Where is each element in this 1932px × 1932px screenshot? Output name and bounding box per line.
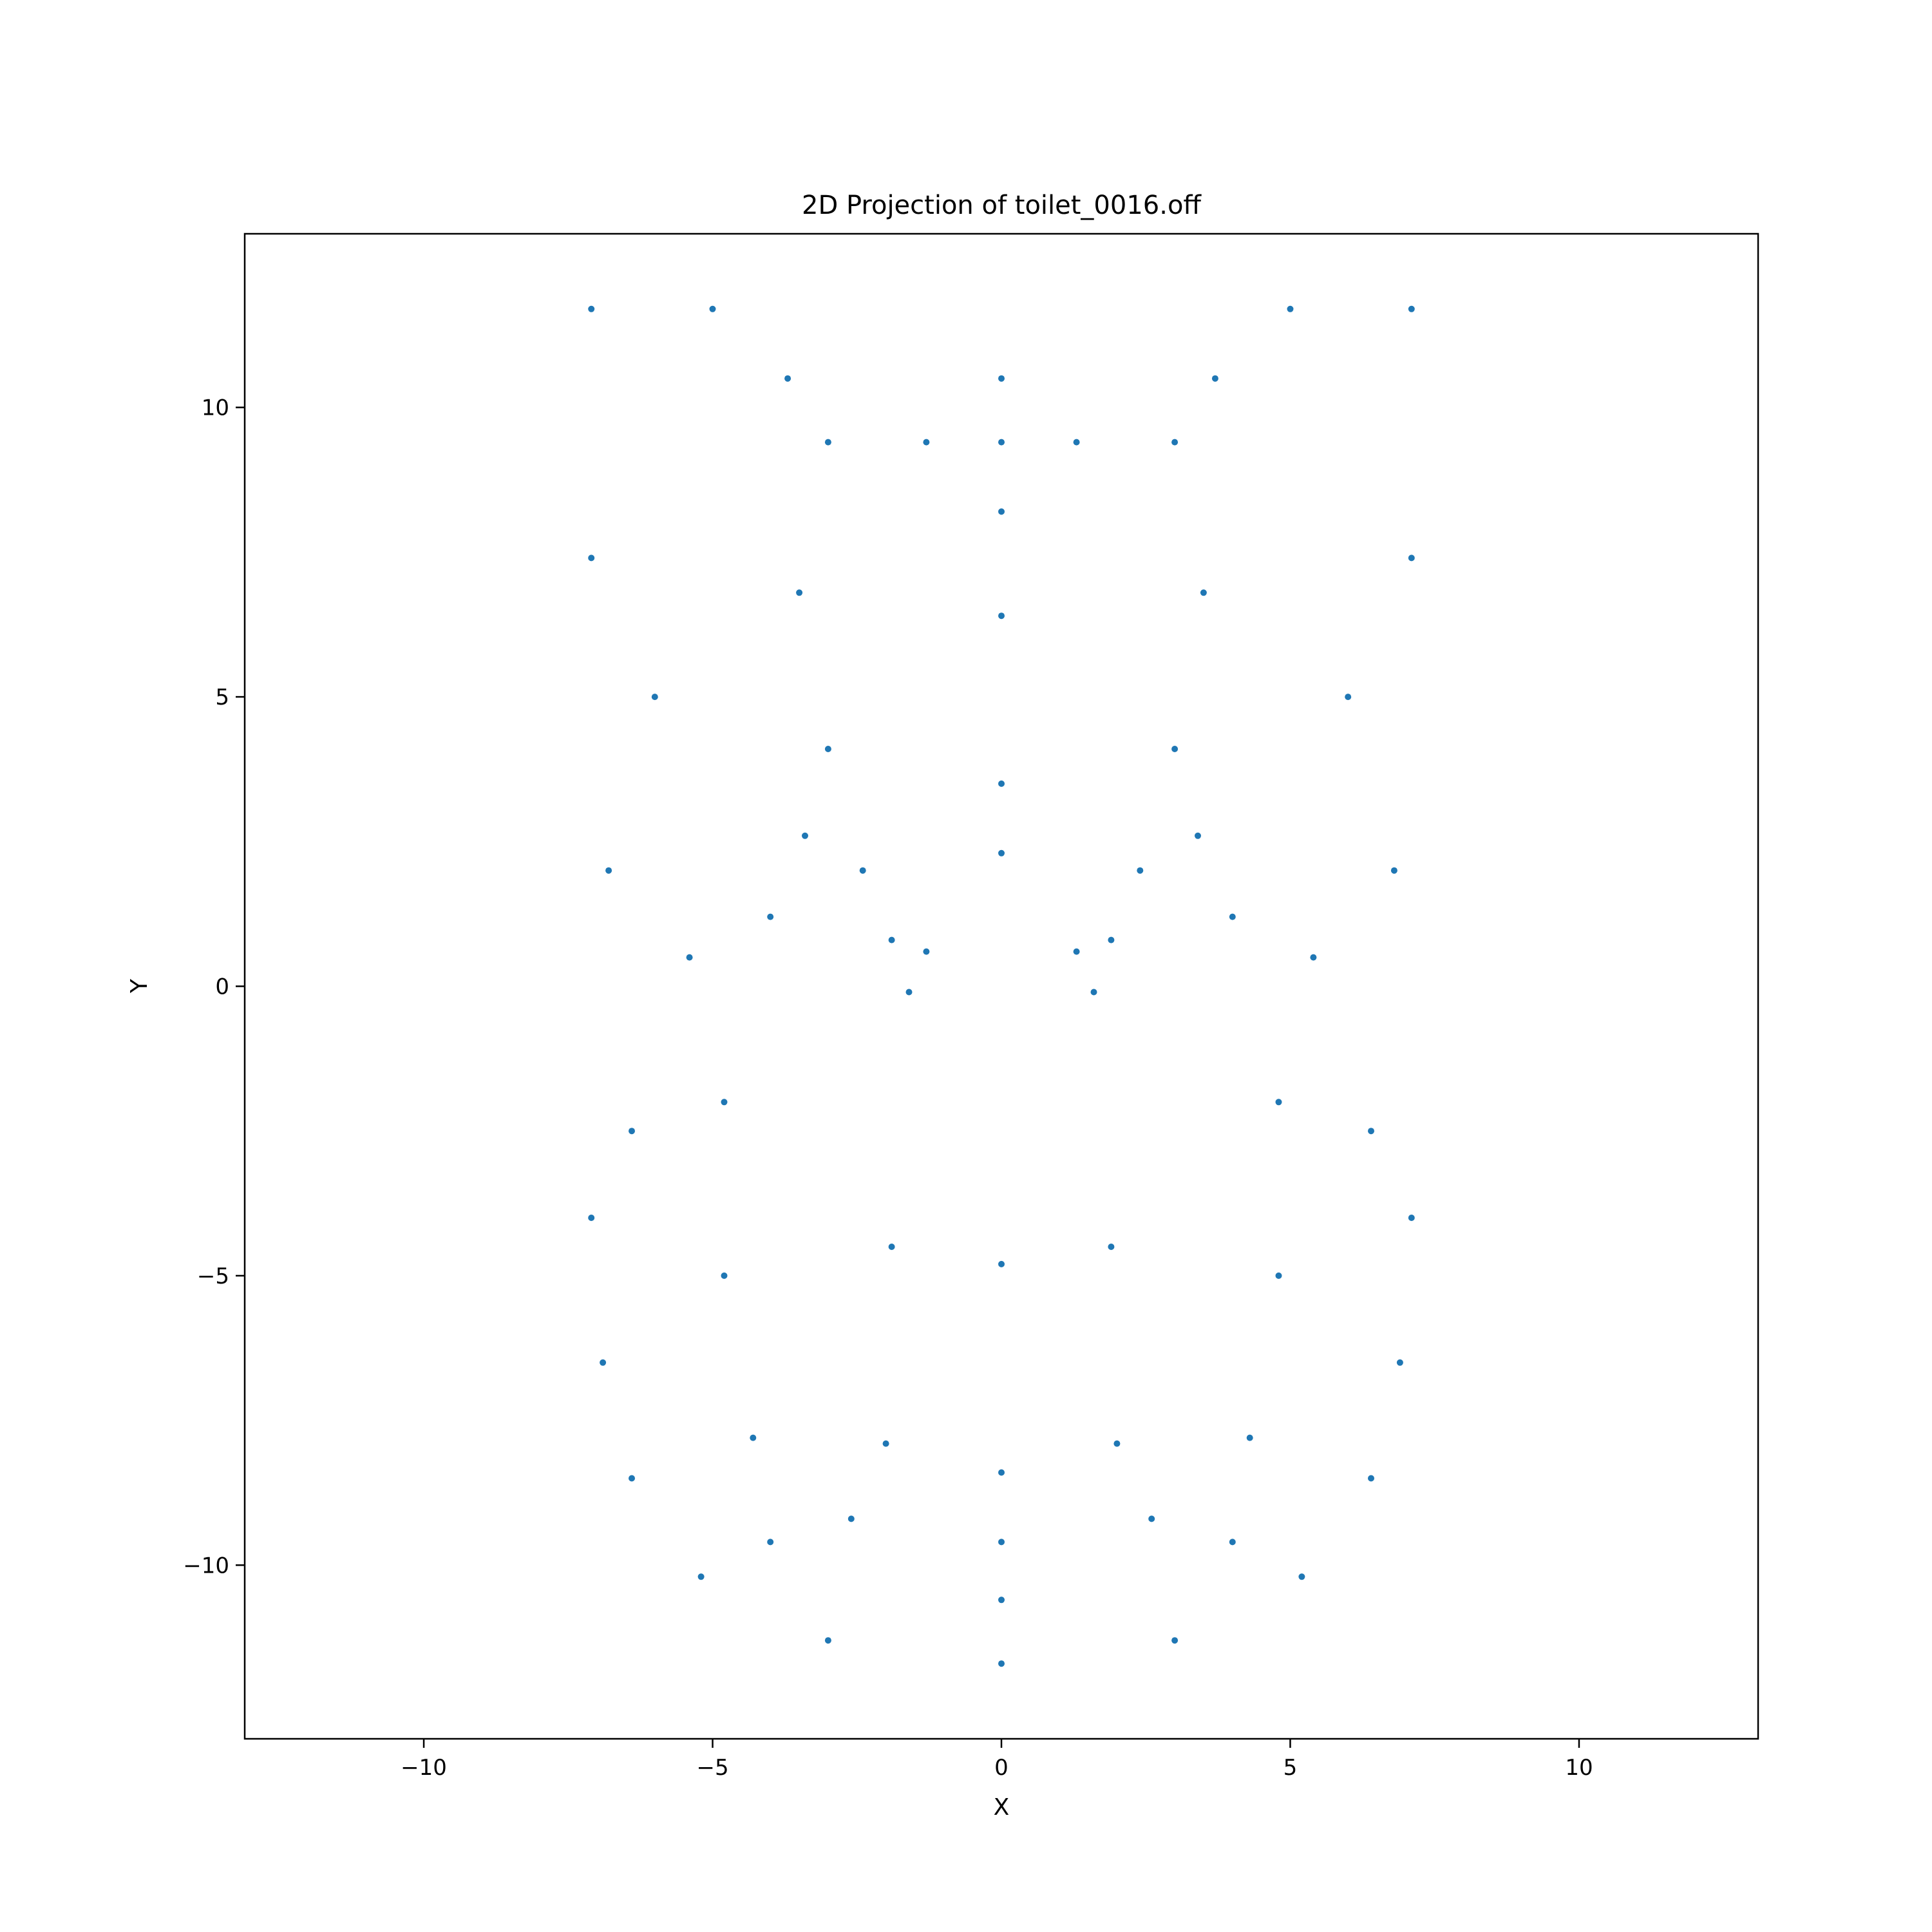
data-point	[998, 849, 1005, 857]
data-point	[998, 780, 1005, 787]
data-point	[1108, 1244, 1115, 1250]
data-point	[1298, 1573, 1305, 1580]
y-tick-label: 5	[215, 685, 229, 710]
data-point	[998, 1260, 1005, 1267]
data-point	[888, 936, 895, 943]
x-tick-label: −5	[696, 1755, 728, 1781]
data-point	[767, 1539, 774, 1546]
data-point	[629, 1475, 635, 1482]
data-point	[882, 1440, 889, 1447]
data-point	[998, 1539, 1005, 1546]
data-point	[1275, 1272, 1282, 1279]
y-tick-label: 0	[215, 974, 229, 1000]
y-tick-label: −5	[197, 1264, 229, 1289]
x-tick-label: 10	[1565, 1755, 1593, 1781]
x-ticks: −10 −5 0 5 10	[401, 1739, 1593, 1781]
data-point	[998, 1660, 1005, 1667]
data-point	[1171, 1637, 1179, 1644]
data-point	[998, 1596, 1005, 1604]
data-point	[1368, 1475, 1374, 1482]
points-layer	[588, 305, 1415, 1667]
data-point	[1108, 936, 1115, 943]
data-point	[859, 867, 866, 874]
data-point	[1229, 1539, 1236, 1546]
data-point	[767, 913, 774, 920]
data-point	[1211, 375, 1218, 382]
data-point	[588, 1215, 595, 1221]
data-point	[784, 375, 791, 382]
data-point	[1073, 948, 1080, 955]
data-point	[721, 1099, 728, 1106]
data-point	[1148, 1515, 1155, 1522]
data-point	[709, 305, 716, 312]
data-point	[600, 1359, 607, 1366]
data-point	[1171, 439, 1179, 446]
x-tick-label: 0	[994, 1755, 1009, 1781]
data-point	[697, 1573, 705, 1580]
data-point	[1368, 1128, 1374, 1135]
data-point	[998, 508, 1005, 515]
data-point	[1287, 305, 1294, 312]
data-point	[998, 1469, 1005, 1476]
data-point	[888, 1244, 895, 1250]
data-point	[1408, 305, 1415, 312]
y-ticks: −10 −5 0 5 10	[183, 395, 245, 1578]
data-point	[588, 305, 595, 312]
data-point	[605, 867, 612, 874]
data-point	[651, 694, 658, 701]
chart-title: 2D Projection of toilet_0016.off	[802, 191, 1202, 220]
data-point	[824, 746, 831, 752]
data-point	[824, 1637, 831, 1644]
data-point	[1275, 1099, 1282, 1106]
y-tick-label: 10	[202, 395, 229, 421]
y-tick-label: −10	[183, 1553, 229, 1578]
data-point	[802, 832, 808, 839]
x-axis-label: X	[994, 1794, 1010, 1821]
data-point	[721, 1272, 728, 1279]
data-point	[923, 439, 930, 446]
data-point	[1408, 554, 1415, 562]
data-point	[1246, 1434, 1253, 1441]
x-tick-label: 5	[1283, 1755, 1298, 1781]
data-point	[1090, 989, 1097, 996]
data-point	[1229, 913, 1236, 920]
data-point	[824, 439, 831, 446]
data-point	[629, 1128, 635, 1135]
data-point	[1113, 1440, 1121, 1447]
data-point	[1195, 832, 1201, 839]
data-point	[686, 954, 693, 961]
x-tick-label: −10	[401, 1755, 447, 1781]
y-axis-label: Y	[126, 978, 153, 994]
data-point	[1073, 439, 1080, 446]
data-point	[998, 375, 1005, 382]
data-point	[1310, 954, 1317, 961]
data-point	[750, 1434, 757, 1441]
data-point	[848, 1515, 855, 1522]
data-point	[1171, 746, 1179, 752]
data-point	[1396, 1359, 1403, 1366]
data-point	[1408, 1215, 1415, 1221]
data-point	[1137, 867, 1144, 874]
data-point	[796, 589, 803, 596]
data-point	[588, 554, 595, 562]
data-point	[1390, 867, 1397, 874]
data-point	[923, 948, 930, 955]
data-point	[1345, 694, 1352, 701]
data-point	[905, 989, 913, 996]
data-point	[998, 612, 1005, 620]
data-point	[998, 439, 1005, 446]
data-point	[1200, 589, 1207, 596]
